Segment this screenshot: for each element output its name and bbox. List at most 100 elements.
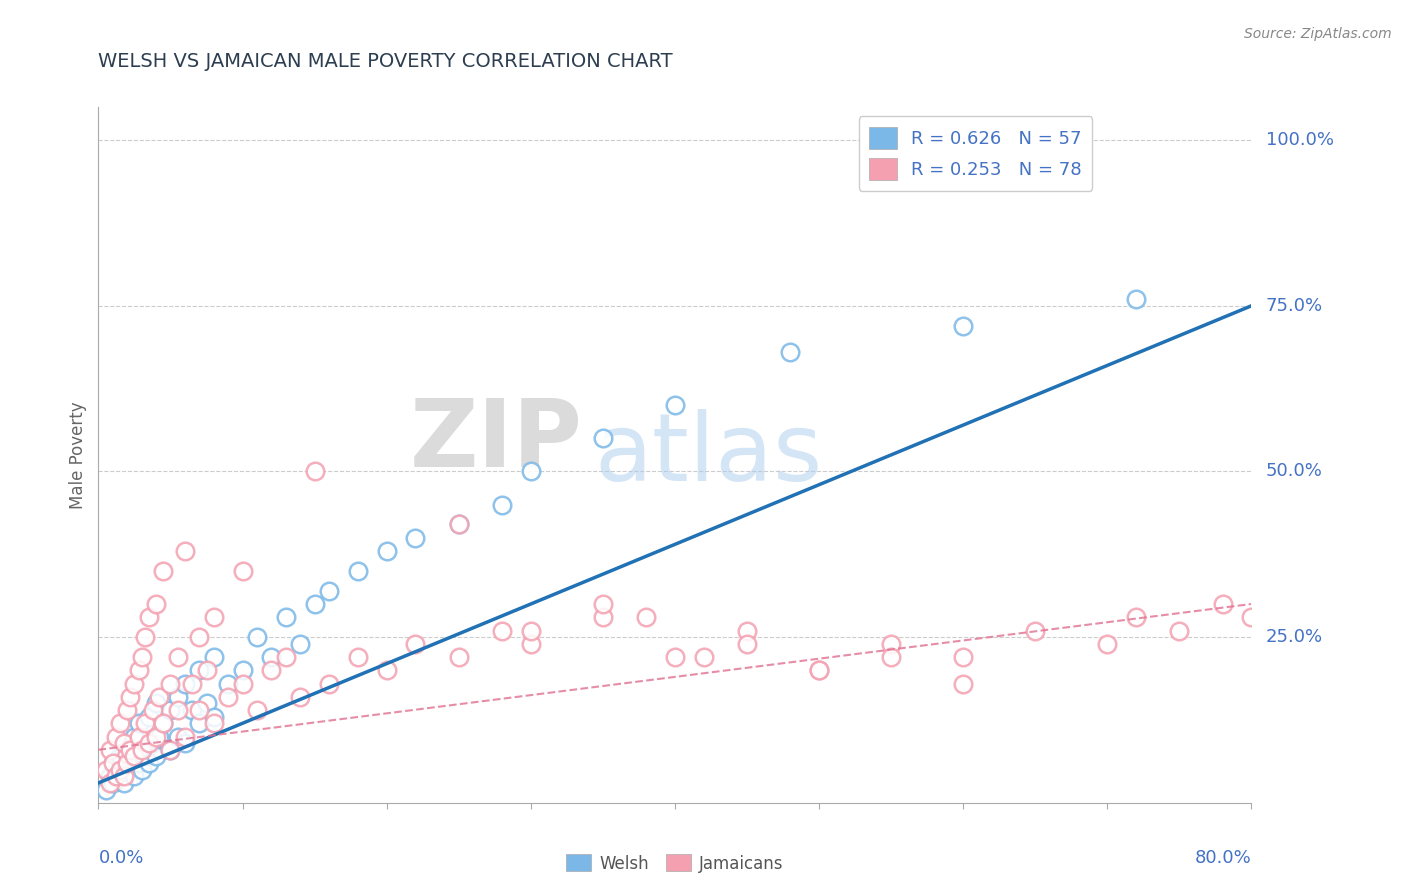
Point — [202, 709, 225, 723]
Point — [124, 730, 146, 744]
Point — [104, 769, 127, 783]
Point — [134, 630, 156, 644]
Point — [101, 756, 124, 770]
Point — [148, 690, 170, 704]
Point — [117, 763, 138, 777]
Point — [117, 736, 138, 750]
Point — [120, 690, 142, 704]
Point — [142, 736, 165, 750]
Point — [174, 730, 197, 744]
Point — [195, 663, 218, 677]
Point — [124, 676, 146, 690]
Point — [138, 709, 160, 723]
Point — [94, 782, 117, 797]
Text: 25.0%: 25.0% — [1265, 628, 1323, 646]
Point — [159, 703, 181, 717]
Legend: R = 0.626   N = 57, R = 0.253   N = 78: R = 0.626 N = 57, R = 0.253 N = 78 — [859, 116, 1092, 191]
Point — [231, 676, 254, 690]
Point — [120, 756, 142, 770]
Point — [491, 498, 513, 512]
Point — [491, 624, 513, 638]
Point — [108, 763, 131, 777]
Point — [166, 703, 188, 717]
Point — [636, 610, 658, 624]
Text: atlas: atlas — [595, 409, 823, 501]
Point — [693, 650, 716, 665]
Point — [131, 743, 153, 757]
Point — [952, 676, 974, 690]
Point — [104, 730, 127, 744]
Point — [98, 776, 121, 790]
Point — [142, 703, 165, 717]
Point — [188, 630, 211, 644]
Point — [94, 763, 117, 777]
Point — [145, 597, 167, 611]
Point — [138, 610, 160, 624]
Point — [195, 697, 218, 711]
Point — [304, 597, 326, 611]
Point — [104, 763, 127, 777]
Point — [112, 769, 135, 783]
Point — [108, 716, 131, 731]
Point — [138, 756, 160, 770]
Point — [735, 637, 758, 651]
Legend: Welsh, Jamaicans: Welsh, Jamaicans — [560, 847, 790, 880]
Point — [346, 650, 368, 665]
Point — [101, 756, 124, 770]
Point — [98, 743, 121, 757]
Text: WELSH VS JAMAICAN MALE POVERTY CORRELATION CHART: WELSH VS JAMAICAN MALE POVERTY CORRELATI… — [98, 53, 673, 71]
Point — [128, 663, 150, 677]
Point — [128, 756, 150, 770]
Point — [159, 743, 181, 757]
Point — [447, 517, 470, 532]
Point — [520, 624, 543, 638]
Point — [152, 716, 174, 731]
Point — [246, 703, 269, 717]
Point — [779, 345, 801, 359]
Point — [202, 716, 225, 731]
Point — [520, 465, 543, 479]
Text: ZIP: ZIP — [409, 395, 582, 487]
Point — [375, 663, 398, 677]
Text: 50.0%: 50.0% — [1265, 462, 1323, 481]
Point — [166, 650, 188, 665]
Point — [124, 769, 146, 783]
Point — [290, 637, 312, 651]
Point — [346, 564, 368, 578]
Point — [290, 690, 312, 704]
Point — [148, 730, 170, 744]
Point — [159, 676, 181, 690]
Point — [664, 398, 686, 412]
Point — [1168, 624, 1191, 638]
Point — [159, 743, 181, 757]
Point — [664, 650, 686, 665]
Point — [174, 544, 197, 558]
Point — [217, 676, 239, 690]
Point — [134, 749, 156, 764]
Point — [880, 650, 903, 665]
Point — [274, 650, 297, 665]
Point — [188, 703, 211, 717]
Point — [112, 736, 135, 750]
Point — [117, 703, 138, 717]
Point — [1212, 597, 1234, 611]
Point — [318, 583, 340, 598]
Text: 75.0%: 75.0% — [1265, 297, 1323, 315]
Point — [1024, 624, 1046, 638]
Point — [112, 743, 135, 757]
Point — [152, 564, 174, 578]
Point — [592, 610, 614, 624]
Point — [202, 650, 225, 665]
Point — [145, 697, 167, 711]
Point — [166, 690, 188, 704]
Point — [166, 730, 188, 744]
Point — [952, 650, 974, 665]
Text: 100.0%: 100.0% — [1265, 131, 1334, 149]
Point — [520, 637, 543, 651]
Point — [447, 517, 470, 532]
Point — [101, 776, 124, 790]
Point — [807, 663, 830, 677]
Point — [108, 769, 131, 783]
Point — [231, 663, 254, 677]
Point — [112, 776, 135, 790]
